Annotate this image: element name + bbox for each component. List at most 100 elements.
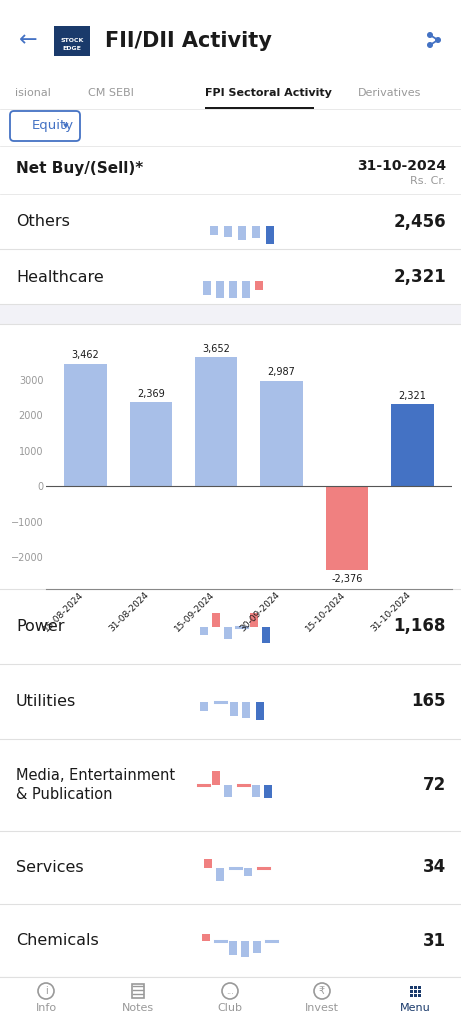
- Bar: [216, 281, 224, 298]
- Bar: [0, 831, 461, 904]
- Bar: [264, 785, 272, 798]
- Bar: [204, 858, 212, 867]
- Bar: [244, 867, 252, 876]
- Text: ...: ...: [226, 986, 234, 995]
- Text: Net Buy/(Sell)*: Net Buy/(Sell)*: [16, 161, 143, 175]
- Bar: [230, 701, 238, 716]
- Bar: [212, 771, 220, 785]
- Bar: [260, 381, 303, 486]
- Bar: [238, 226, 246, 240]
- Bar: [266, 226, 274, 244]
- Bar: [253, 940, 261, 952]
- Bar: [252, 785, 260, 797]
- Bar: [418, 985, 420, 988]
- Text: isional: isional: [15, 88, 51, 98]
- Text: Equity: Equity: [32, 120, 74, 132]
- Bar: [414, 985, 416, 988]
- Bar: [0, 977, 461, 1024]
- Bar: [0, 146, 461, 194]
- Text: ←: ←: [19, 30, 37, 50]
- Bar: [229, 281, 237, 298]
- Circle shape: [428, 43, 432, 47]
- Text: 1,168: 1,168: [394, 617, 446, 636]
- Bar: [262, 627, 270, 642]
- Bar: [64, 364, 106, 486]
- Bar: [132, 984, 144, 998]
- Bar: [216, 867, 224, 881]
- Bar: [200, 627, 208, 635]
- Text: 31: 31: [423, 932, 446, 949]
- Bar: [195, 357, 237, 486]
- Bar: [0, 77, 461, 109]
- Bar: [0, 194, 461, 249]
- Circle shape: [436, 38, 440, 42]
- Bar: [242, 701, 250, 718]
- Text: CM SEBI: CM SEBI: [88, 88, 134, 98]
- Bar: [414, 989, 416, 992]
- Bar: [229, 940, 237, 954]
- Bar: [54, 26, 90, 56]
- Text: Rs. Cr.: Rs. Cr.: [410, 176, 446, 186]
- Bar: [241, 940, 249, 956]
- Text: 2,987: 2,987: [268, 368, 296, 377]
- Text: i: i: [45, 986, 47, 996]
- FancyBboxPatch shape: [10, 111, 80, 141]
- Bar: [256, 701, 264, 720]
- Bar: [0, 589, 461, 664]
- Bar: [418, 993, 420, 996]
- Text: 2,369: 2,369: [137, 389, 165, 399]
- Bar: [0, 0, 461, 79]
- Text: EDGE: EDGE: [63, 46, 82, 51]
- Bar: [409, 989, 413, 992]
- Text: Notes: Notes: [122, 1002, 154, 1013]
- Text: Services: Services: [16, 860, 83, 874]
- Bar: [205, 106, 314, 109]
- Text: Info: Info: [35, 1002, 57, 1013]
- Text: 3,462: 3,462: [71, 350, 99, 360]
- Bar: [414, 993, 416, 996]
- Text: -2,376: -2,376: [331, 574, 363, 584]
- Bar: [0, 739, 461, 831]
- Text: 3,652: 3,652: [202, 344, 230, 353]
- Text: FPI Sectoral Activity: FPI Sectoral Activity: [205, 88, 332, 98]
- Text: Power: Power: [16, 618, 65, 634]
- Text: ₹: ₹: [319, 986, 325, 996]
- Text: 2,321: 2,321: [393, 268, 446, 286]
- Bar: [210, 226, 218, 234]
- Text: ▾: ▾: [63, 121, 69, 131]
- Text: Healthcare: Healthcare: [16, 269, 104, 285]
- Text: Derivatives: Derivatives: [358, 88, 421, 98]
- Circle shape: [428, 33, 432, 37]
- Text: FII/DII Activity: FII/DII Activity: [105, 31, 272, 51]
- Bar: [391, 404, 434, 486]
- Text: 72: 72: [423, 776, 446, 794]
- Text: 165: 165: [412, 692, 446, 711]
- Bar: [0, 324, 461, 589]
- Bar: [212, 612, 220, 627]
- Bar: [132, 984, 144, 998]
- Text: Club: Club: [218, 1002, 242, 1013]
- Bar: [0, 664, 461, 739]
- Bar: [0, 304, 461, 324]
- Bar: [224, 226, 232, 237]
- Bar: [255, 281, 263, 290]
- Bar: [0, 109, 461, 146]
- Bar: [250, 612, 258, 627]
- Text: 34: 34: [423, 858, 446, 877]
- Text: Invest: Invest: [305, 1002, 339, 1013]
- Text: Utilities: Utilities: [16, 694, 76, 709]
- Bar: [202, 934, 210, 940]
- Bar: [409, 993, 413, 996]
- Bar: [200, 701, 208, 711]
- Bar: [242, 281, 250, 298]
- Text: STOCK: STOCK: [60, 39, 84, 43]
- Bar: [418, 989, 420, 992]
- Bar: [409, 985, 413, 988]
- Bar: [0, 904, 461, 977]
- Text: Menu: Menu: [400, 1002, 431, 1013]
- Bar: [224, 627, 232, 639]
- Bar: [224, 785, 232, 797]
- Bar: [252, 226, 260, 238]
- Bar: [130, 402, 172, 486]
- Text: Others: Others: [16, 214, 70, 229]
